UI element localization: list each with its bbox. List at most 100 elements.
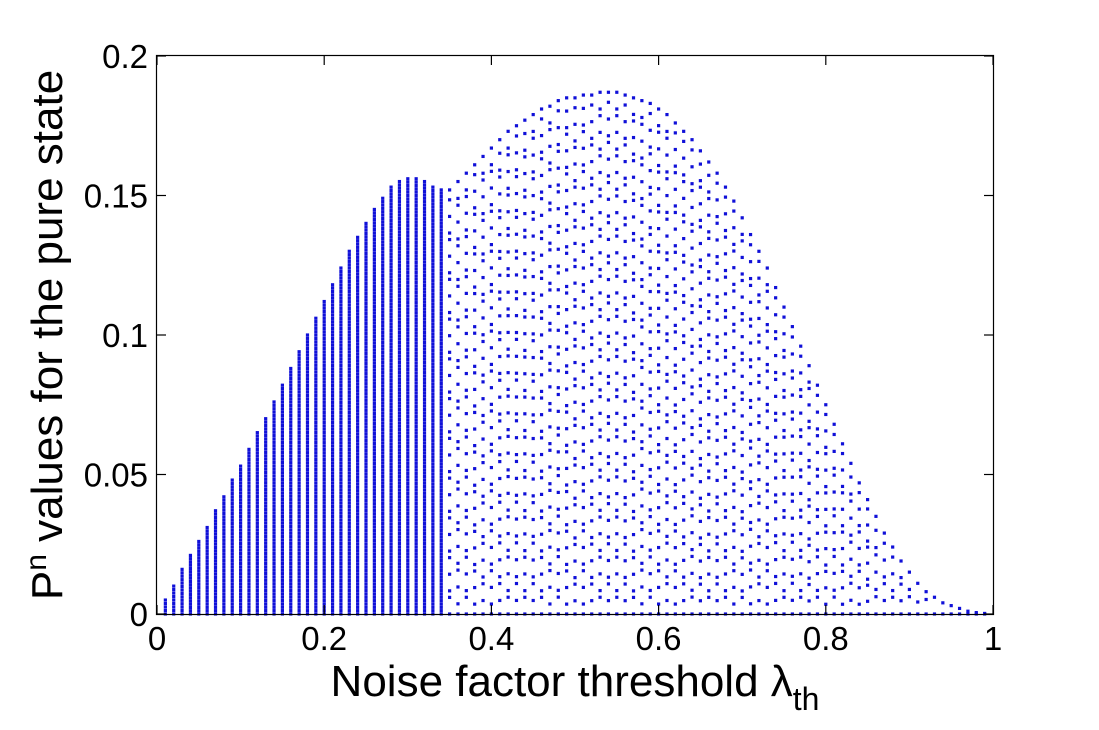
scatter-point — [523, 315, 527, 319]
scatter-point — [882, 531, 886, 535]
scatter-point — [330, 404, 335, 408]
scatter-point — [439, 528, 443, 533]
scatter-point — [422, 454, 427, 459]
scatter-point — [406, 558, 410, 563]
scatter-point — [289, 572, 293, 576]
scatter-point — [615, 147, 619, 151]
scatter-point — [339, 451, 343, 455]
scatter-point — [230, 609, 234, 613]
scatter-point — [473, 585, 477, 590]
scatter-point — [598, 371, 602, 375]
scatter-point — [272, 430, 276, 434]
scatter-point — [439, 558, 443, 563]
scatter-point — [264, 427, 268, 431]
scatter-point — [264, 582, 268, 586]
scatter-point — [347, 367, 351, 371]
scatter-point — [364, 392, 368, 396]
scatter-point — [439, 278, 443, 282]
scatter-point — [397, 270, 402, 274]
scatter-point — [422, 360, 427, 365]
scatter-point — [397, 307, 402, 311]
scatter-point — [565, 109, 569, 113]
scatter-point — [389, 525, 393, 529]
scatter-point — [414, 361, 418, 365]
scatter-point — [406, 274, 410, 278]
scatter-point — [698, 456, 702, 461]
scatter-point — [347, 525, 351, 529]
scatter-point — [748, 544, 753, 548]
scatter-point — [339, 551, 343, 556]
scatter-point — [305, 390, 310, 394]
scatter-point — [239, 477, 243, 482]
scatter-point — [590, 319, 594, 323]
scatter-point — [539, 333, 544, 337]
scatter-point — [481, 235, 485, 239]
scatter-point — [289, 605, 293, 609]
scatter-point — [330, 518, 335, 522]
scatter-point — [381, 250, 385, 254]
scatter-point — [523, 171, 527, 176]
scatter-point — [414, 538, 418, 542]
scatter-point — [280, 467, 284, 471]
scatter-point — [389, 502, 393, 506]
scatter-point — [473, 308, 477, 312]
scatter-point — [289, 535, 293, 539]
scatter-point — [439, 245, 443, 249]
scatter-point — [364, 308, 368, 312]
scatter-point — [406, 498, 410, 502]
scatter-point — [456, 382, 460, 386]
scatter-point — [456, 602, 460, 606]
scatter-point — [481, 252, 485, 256]
scatter-point — [364, 331, 368, 336]
scatter-point — [431, 328, 435, 333]
scatter-point — [640, 122, 644, 126]
scatter-point — [356, 369, 360, 373]
scatter-point — [389, 192, 393, 196]
scatter-point — [305, 403, 310, 408]
scatter-point — [422, 273, 427, 278]
scatter-point — [239, 565, 243, 569]
scatter-point — [264, 497, 268, 502]
scatter-point — [339, 545, 343, 549]
scatter-point — [506, 468, 510, 472]
scatter-point — [389, 205, 393, 209]
scatter-point — [565, 331, 569, 335]
scatter-point — [431, 385, 435, 389]
scatter-point — [414, 304, 418, 308]
scatter-point — [289, 602, 293, 606]
scatter-point — [222, 562, 226, 566]
scatter-point — [314, 333, 318, 337]
scatter-point — [356, 425, 360, 429]
scatter-point — [230, 572, 234, 576]
scatter-point — [297, 572, 301, 576]
scatter-point — [489, 226, 493, 230]
scatter-point — [748, 276, 753, 281]
scatter-point — [473, 325, 477, 329]
scatter-point — [322, 316, 326, 320]
scatter-point — [422, 438, 427, 442]
scatter-point — [439, 345, 443, 349]
scatter-point — [264, 511, 268, 515]
scatter-point — [673, 250, 677, 254]
scatter-point — [347, 384, 351, 388]
scatter-point — [397, 223, 402, 227]
scatter-point — [439, 599, 443, 603]
scatter-point — [247, 578, 251, 583]
scatter-point — [381, 213, 385, 217]
scatter-point — [481, 494, 485, 498]
scatter-point — [782, 348, 786, 353]
scatter-point — [698, 360, 702, 365]
scatter-point — [330, 367, 335, 371]
scatter-point — [406, 414, 410, 419]
scatter-point — [322, 528, 326, 532]
scatter-point — [657, 329, 661, 334]
scatter-point — [289, 575, 293, 579]
scatter-point — [397, 240, 402, 244]
scatter-point — [673, 546, 677, 550]
scatter-point — [255, 488, 259, 492]
scatter-point — [381, 206, 385, 210]
scatter-point — [531, 396, 535, 400]
scatter-point — [473, 268, 477, 273]
scatter-point — [264, 521, 268, 525]
scatter-point — [807, 537, 811, 541]
